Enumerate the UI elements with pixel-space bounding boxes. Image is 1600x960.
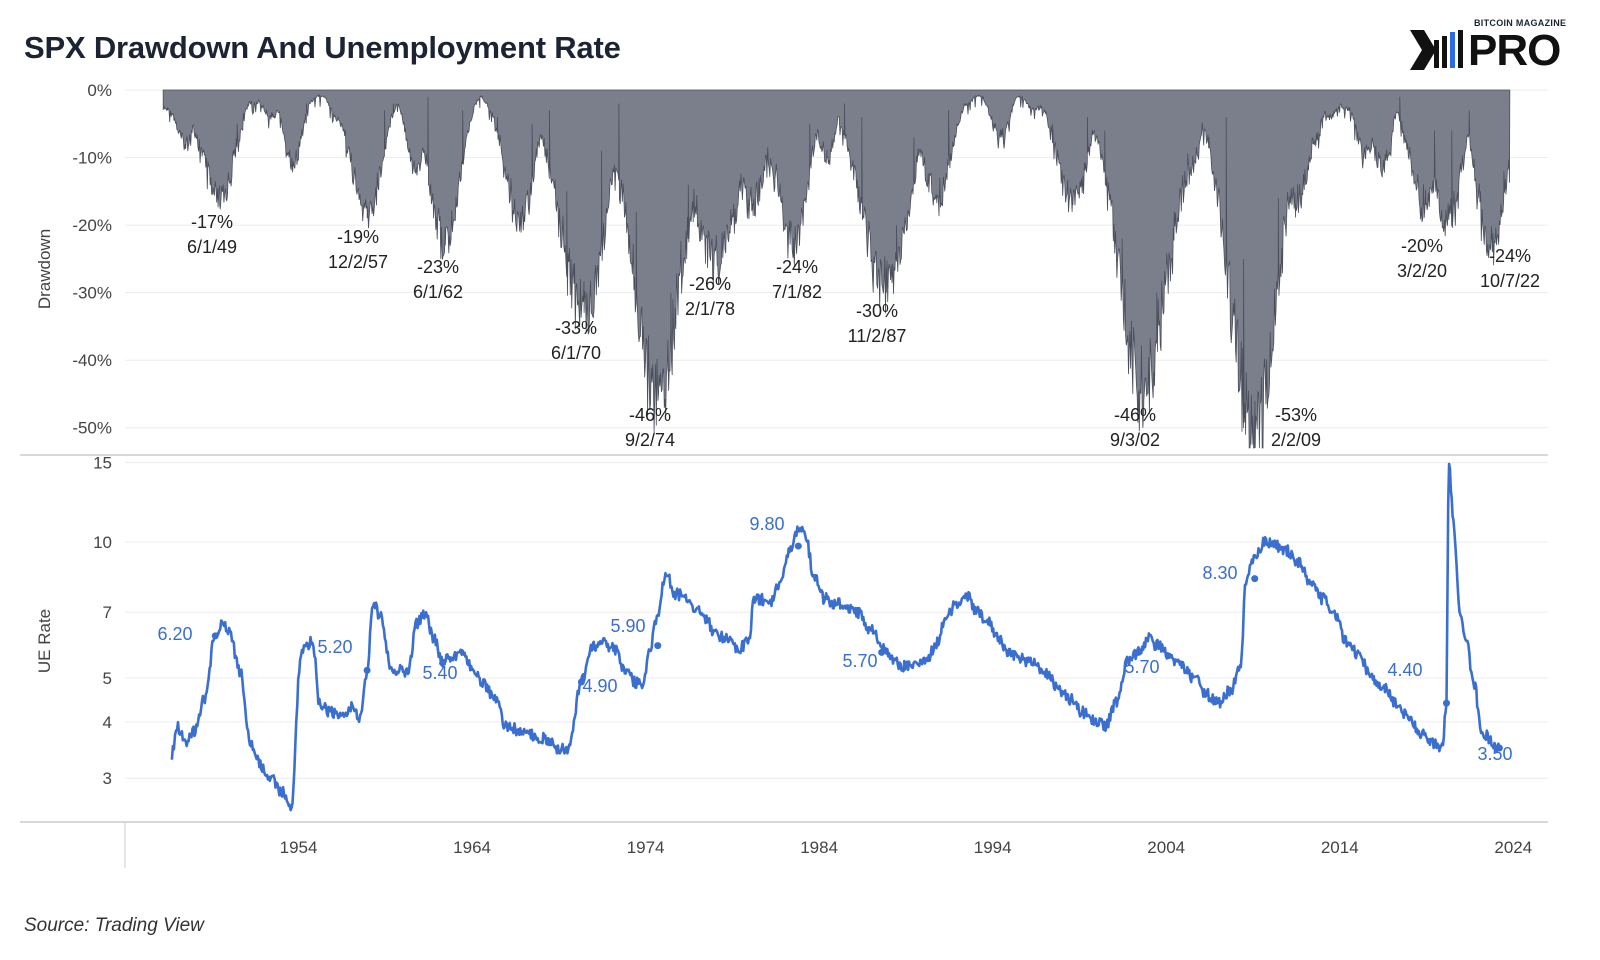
x-tick-label: 1964	[453, 838, 491, 857]
x-tick-label: 1994	[974, 838, 1012, 857]
drawdown-annotation-date: 2/1/78	[685, 299, 735, 319]
ue-annotation-label: 5.40	[422, 663, 457, 683]
drawdown-annotation-date: 9/2/74	[625, 430, 675, 450]
drawdown-axis-label: Drawdown	[35, 229, 54, 309]
drawdown-annotation-value: -30%	[856, 301, 898, 321]
drawdown-annotation-value: -53%	[1275, 405, 1317, 425]
ue-annotation-label: 5.20	[317, 637, 352, 657]
ue-annotation-marker	[439, 659, 447, 667]
logo-small-text: BITCOIN MAGAZINE	[1474, 18, 1567, 28]
ue-annotation-label: 6.20	[157, 624, 192, 644]
ue-annotation-marker	[211, 632, 219, 640]
ue-annotation-label: 4.90	[582, 676, 617, 696]
chart: 0% -10% -20% -30% -40% -50% Drawdown -17% 6/1/49…	[20, 81, 1548, 868]
drawdown-tick-label: -10%	[72, 149, 112, 168]
drawdown-tick-label: -50%	[72, 419, 112, 438]
drawdown-tick-label: -20%	[72, 216, 112, 235]
ue-annotation-marker	[654, 642, 662, 650]
drawdown-annotation-date: 10/7/22	[1480, 271, 1540, 291]
ue-tick-label: 4	[103, 713, 112, 732]
drawdown-annotation-value: -46%	[1114, 405, 1156, 425]
drawdown-annotation-value: -23%	[417, 257, 459, 277]
logo-big-text: PRO	[1468, 26, 1561, 75]
drawdown-tick-label: 0%	[87, 81, 112, 100]
drawdown-annotation-value: -46%	[629, 405, 671, 425]
ue-annotation-marker	[878, 648, 886, 656]
drawdown-tick-label: -40%	[72, 351, 112, 370]
drawdown-panel: 0% -10% -20% -30% -40% -50% Drawdown -17% 6/1/49…	[20, 81, 1548, 456]
ue-annotation-marker	[363, 666, 371, 674]
logo: BITCOIN MAGAZINE PRO	[1408, 18, 1588, 80]
drawdown-tick-label: -30%	[72, 284, 112, 303]
ue-annotation-label: 4.40	[1387, 660, 1422, 680]
x-tick-label: 1954	[280, 838, 318, 857]
ue-axis-label: UE Rate	[35, 609, 54, 673]
drawdown-annotation-date: 3/2/20	[1397, 261, 1447, 281]
bars-logo-icon	[1410, 30, 1463, 70]
ue-annotation-label: 3.50	[1477, 744, 1512, 764]
drawdown-annotation-date: 6/1/62	[413, 282, 463, 302]
ue-tick-label: 3	[103, 769, 112, 788]
drawdown-annotation-date: 6/1/70	[551, 343, 601, 363]
x-tick-label: 1984	[800, 838, 838, 857]
drawdown-annotation-value: -33%	[555, 318, 597, 338]
drawdown-annotation-date: 9/3/02	[1110, 430, 1160, 450]
x-tick-label: 1974	[627, 838, 665, 857]
drawdown-annotation-date: 7/1/82	[772, 282, 822, 302]
ue-annotation-label: 9.80	[749, 514, 784, 534]
drawdown-annotation-date: 2/2/09	[1271, 430, 1321, 450]
drawdown-annotation-date: 12/2/57	[328, 252, 388, 272]
source-note: Source: Trading View	[24, 915, 204, 936]
drawdown-annotation-value: -24%	[1489, 246, 1531, 266]
x-tick-label: 2004	[1147, 838, 1185, 857]
ue-tick-label: 15	[93, 454, 112, 473]
ue-annotation-marker	[1495, 744, 1503, 752]
drawdown-annotation-value: -24%	[776, 257, 818, 277]
page-title: SPX Drawdown And Unemployment Rate	[24, 30, 621, 65]
drawdown-annotation-value: -20%	[1401, 236, 1443, 256]
ue-tick-label: 5	[103, 669, 112, 688]
ue-annotation-label: 8.30	[1202, 563, 1237, 583]
drawdown-annotation-date: 11/2/87	[848, 326, 907, 346]
ue-annotation-marker	[1442, 699, 1450, 707]
ue-annotation-label: 5.70	[1124, 657, 1159, 677]
ue-rate-line	[170, 462, 1501, 812]
ue-annotation-marker	[1134, 648, 1142, 656]
drawdown-annotation-value: -17%	[191, 212, 233, 232]
ue-rate-panel: 3 4 5 7 10 15 UE Rate 1954 1964 1974 1984 1994 2004 2…	[20, 454, 1548, 868]
drawdown-annotation-date: 6/1/49	[187, 237, 237, 257]
ue-annotation-label: 5.70	[842, 651, 877, 671]
ue-tick-label: 10	[93, 533, 112, 552]
x-tick-label: 2014	[1321, 838, 1359, 857]
x-tick-label: 2024	[1494, 838, 1532, 857]
ue-annotation-marker	[577, 678, 585, 686]
ue-annotation-marker	[1251, 575, 1259, 583]
ue-annotation-label: 5.90	[610, 616, 645, 636]
drawdown-annotation-value: -19%	[337, 227, 379, 247]
ue-annotation-marker	[794, 542, 802, 550]
drawdown-area	[162, 89, 1511, 449]
ue-tick-label: 7	[103, 603, 112, 622]
drawdown-annotation-value: -26%	[689, 274, 731, 294]
